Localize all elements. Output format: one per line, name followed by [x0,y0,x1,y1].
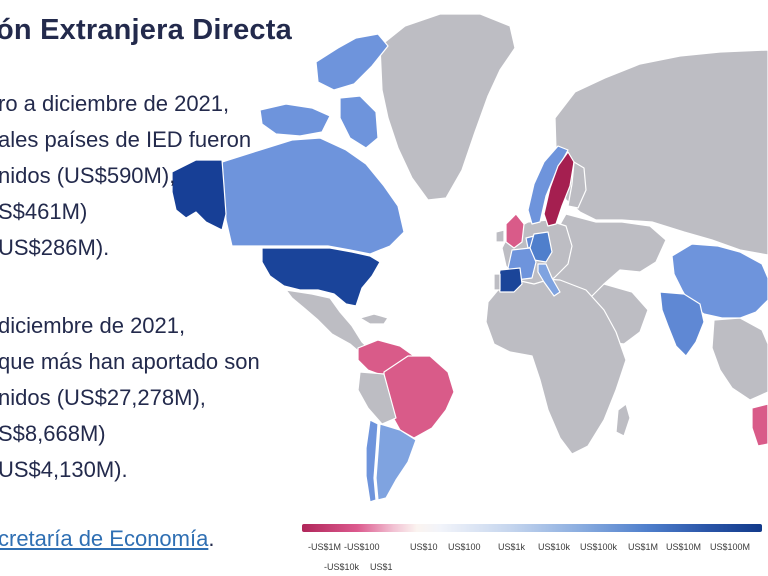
legend-tick-label: -US$10k [324,562,360,572]
page-title: ón Extranjera Directa [0,14,292,46]
legend-tick-label: US$1M [628,542,659,552]
region-caribbean [359,313,389,325]
paragraph-accumulated: diciembre de 2021, que más han aportado … [0,308,260,488]
region-australia [751,403,768,447]
paragraph-line: diciembre de 2021, [0,313,186,338]
legend-tick-label: US$10M [666,542,702,552]
source-link[interactable]: cretaría de Economía [0,526,209,551]
paragraph-line: que más han aportado son [0,349,260,374]
region-brazil [383,355,455,439]
legend-tick-label: -US$100 [344,542,380,552]
region-peru-bolivia [357,371,397,425]
region-southeast-asia [711,317,768,401]
region-portugal [493,273,501,291]
region-uk [505,213,525,249]
region-canada [221,137,405,255]
legend-tick-label: US$1 [370,562,393,572]
source-suffix: . [208,526,215,551]
legend-tick-label: US$10 [410,542,438,552]
region-spain [497,267,523,293]
region-canada-islands [259,103,331,137]
paragraph-line: US$286M). [0,235,110,260]
paragraph-line: ro a diciembre de 2021, [0,91,230,116]
legend-tick-label: US$100M [710,542,751,552]
legend-tick-label: US$100k [580,542,618,552]
map-legend: -US$1M -US$100 US$10 US$100 US$1k US$10k… [302,524,764,574]
legend-tick-label: US$1k [498,542,526,552]
region-argentina [375,423,417,501]
region-greenland [379,13,516,201]
region-madagascar [615,403,631,437]
region-alaska [171,159,227,231]
source-line: cretaría de Economía. [0,526,214,552]
legend-tick-label: US$10k [538,542,571,552]
region-india [659,291,705,357]
region-italy [537,263,561,297]
region-sweden [543,151,575,227]
paragraph-flows: ro a diciembre de 2021, ales países de I… [0,86,251,266]
region-finland [567,161,587,209]
legend-tick-label: -US$1M [308,542,342,552]
paragraph-line: S$461M) [0,199,88,224]
paragraph-line: nidos (US$27,278M), [0,385,206,410]
region-usa [261,247,381,307]
paragraph-line: US$4,130M). [0,457,128,482]
region-chile [365,419,379,503]
region-russia [554,49,768,256]
region-baffin [339,95,379,149]
region-africa [485,277,627,455]
legend-color-scale [302,524,762,532]
paragraph-line: nidos (US$590M), [0,163,176,188]
region-canada-arctic [315,33,389,91]
region-ireland [495,229,505,243]
paragraph-line: ales países de IED fueron [0,127,252,152]
legend-tick-label: US$100 [448,542,481,552]
paragraph-line: S$8,668M) [0,421,106,446]
